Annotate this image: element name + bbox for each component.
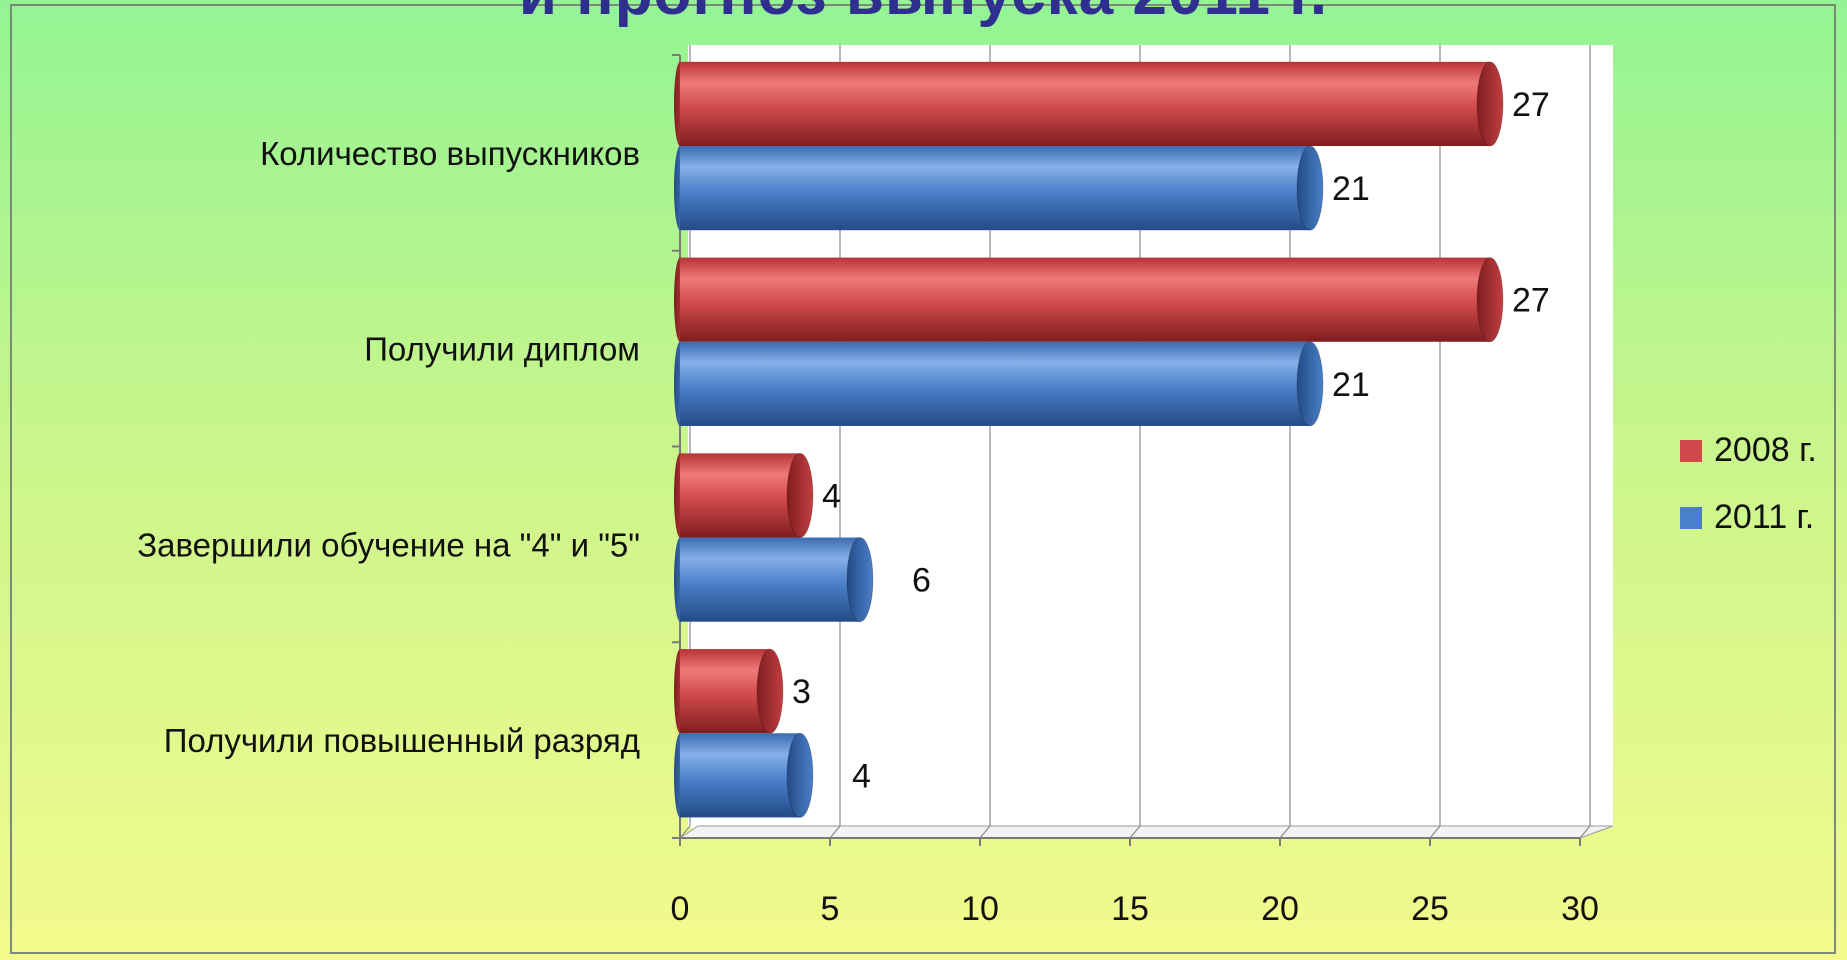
bar	[674, 61, 1504, 147]
plot-back-wall	[688, 45, 1613, 828]
category-labels: Количество выпускников Получили диплом Зав…	[137, 135, 640, 759]
data-label: 21	[1332, 170, 1370, 208]
x-tick-labels: 0 5 10 15 20 25 30	[671, 890, 1599, 928]
bar-end-cap	[786, 452, 814, 539]
bar	[674, 452, 814, 539]
data-label: 27	[1512, 282, 1550, 320]
bar-end-cap	[1296, 341, 1324, 427]
slide-title: и прогноз выпуска 2011 г.	[0, 0, 1847, 29]
x-tick-label: 25	[1411, 890, 1449, 928]
bar-end-cap	[846, 537, 874, 623]
bar-end-cap	[1296, 145, 1324, 231]
gridline-foot	[1279, 825, 1291, 839]
data-label: 3	[792, 673, 811, 711]
data-label: 21	[1332, 366, 1370, 404]
bar-body	[680, 341, 1310, 426]
category-label: Количество выпускников	[260, 135, 640, 172]
data-label: 27	[1512, 86, 1550, 124]
data-label: 4	[822, 477, 841, 515]
x-tick-label: 10	[961, 890, 999, 928]
bar-body	[680, 733, 800, 818]
bar-body	[680, 146, 1310, 231]
legend-label: 2008 г.	[1714, 431, 1817, 469]
category-label: Завершили обучение на "4" и "5"	[137, 526, 640, 563]
data-label: 6	[912, 562, 931, 600]
gridline-foot	[1129, 825, 1141, 839]
bar-end-cap	[1476, 257, 1504, 343]
category-label: Получили диплом	[364, 331, 640, 368]
legend-swatch	[1680, 440, 1702, 462]
category-label: Получили повышенный разряд	[164, 722, 640, 759]
data-label: 4	[852, 757, 871, 795]
gridline-foot	[979, 825, 991, 839]
gridline-foot	[829, 825, 841, 839]
gridline-foot	[1579, 825, 1591, 839]
plot-floor	[678, 825, 1614, 839]
bar-body	[680, 537, 860, 622]
bar	[674, 732, 814, 818]
x-tick-label: 15	[1111, 890, 1149, 928]
bar	[674, 257, 1504, 343]
bar-end-cap	[756, 648, 784, 734]
slide-frame	[10, 4, 1836, 954]
bar-body	[680, 257, 1490, 342]
x-tick-label: 5	[821, 890, 840, 928]
data-labels: 27 21 27 21 4 6 3 4	[792, 86, 1550, 795]
legend: 2008 г. 2011 г.	[1680, 431, 1817, 536]
bar	[674, 648, 784, 734]
legend-swatch	[1680, 507, 1702, 529]
bar	[674, 537, 874, 623]
bar-body	[680, 649, 770, 734]
bar-body	[680, 61, 1490, 147]
x-tick-label: 0	[671, 890, 690, 928]
legend-label: 2011 г.	[1714, 498, 1814, 536]
bar-body	[680, 453, 800, 538]
bar	[674, 145, 1324, 231]
x-tick-label: 20	[1261, 890, 1299, 928]
bar-end-cap	[1476, 61, 1504, 147]
bar	[674, 341, 1324, 427]
gridline-foot	[1429, 825, 1441, 839]
bars	[674, 61, 1504, 818]
bar-end-cap	[786, 732, 814, 818]
x-tick-label: 30	[1561, 890, 1599, 928]
gridline-foot	[679, 825, 691, 839]
